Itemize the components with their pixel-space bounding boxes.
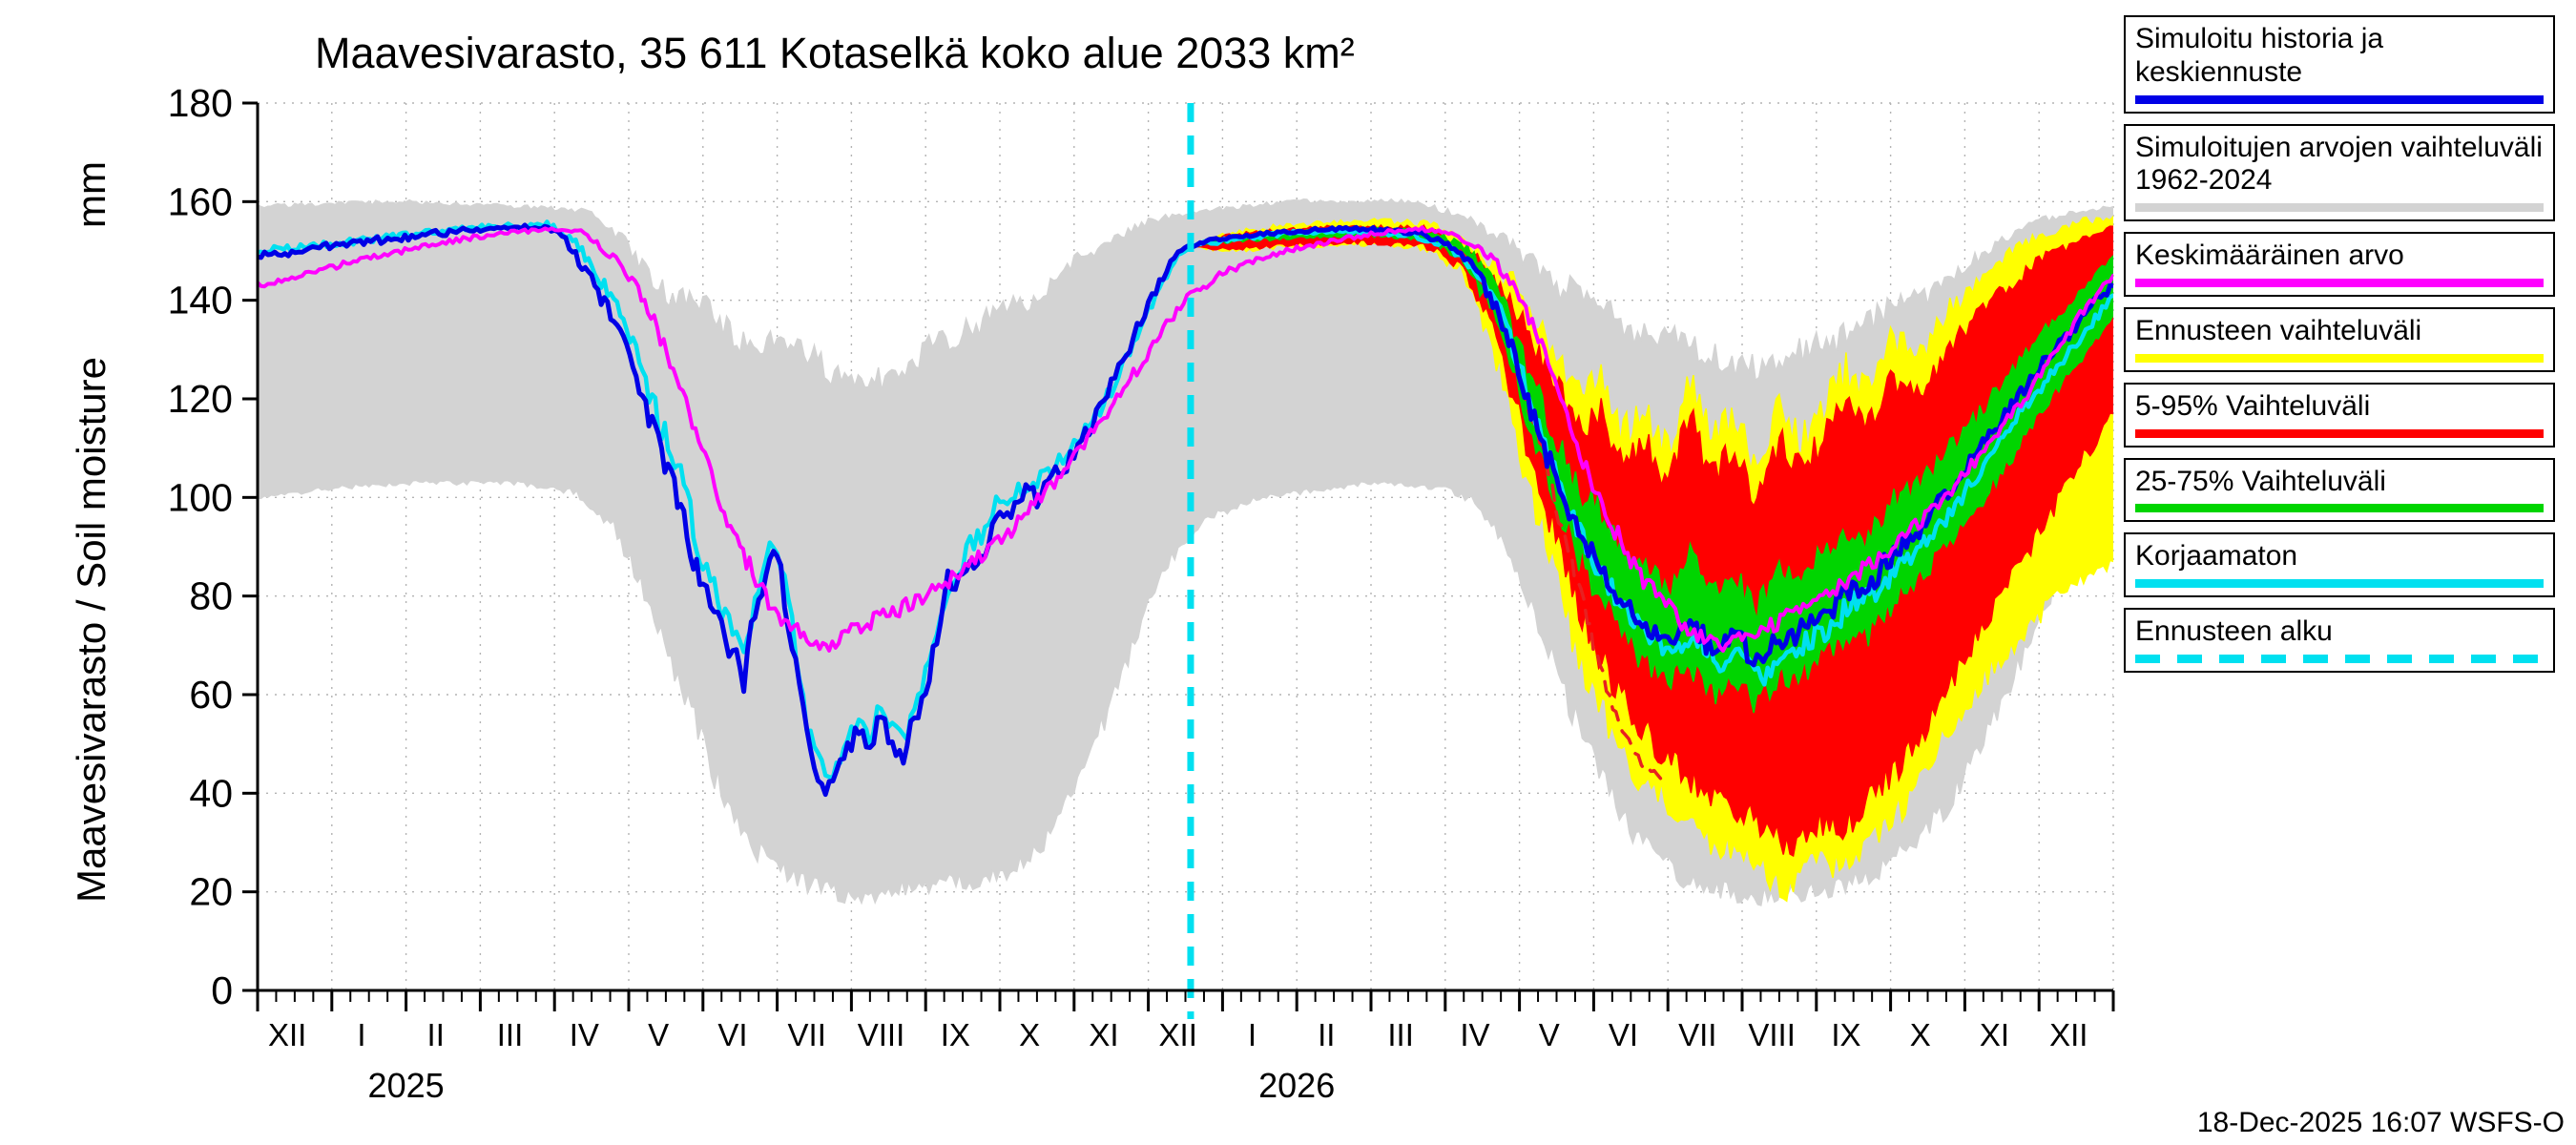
legend-swatch-long-term-average xyxy=(2135,278,2544,287)
month-label: II xyxy=(1318,1017,1335,1052)
month-label: XII xyxy=(1159,1017,1197,1052)
legend-label-long-term-average: Keskimääräinen arvo xyxy=(2135,239,2404,272)
legend-swatch-uncorrected xyxy=(2135,579,2544,589)
month-label: II xyxy=(427,1017,445,1052)
month-label: XI xyxy=(1089,1017,1118,1052)
legend-item-forecast-start: Ennusteen alku xyxy=(2124,608,2555,673)
month-label: IX xyxy=(1831,1017,1860,1052)
y-tick-label: 160 xyxy=(168,179,233,223)
timestamp: 18-Dec-2025 16:07 WSFS-O xyxy=(2196,1107,2565,1138)
month-label: XII xyxy=(2049,1017,2088,1052)
legend-swatch-history-range xyxy=(2135,203,2544,213)
month-label: V xyxy=(648,1017,669,1052)
month-label: XII xyxy=(268,1017,306,1052)
y-tick-label: 180 xyxy=(168,81,233,125)
month-label: VII xyxy=(1678,1017,1716,1052)
month-label: IV xyxy=(570,1017,599,1052)
month-label: I xyxy=(1248,1017,1257,1052)
month-label: XI xyxy=(1980,1017,2009,1052)
legend-item-history-range: Simuloitujen arvojen vaihteluväli 1962-2… xyxy=(2124,123,2555,222)
legend-item-long-term-average: Keskimääräinen arvo xyxy=(2124,232,2555,297)
legend-swatch-forecast-range xyxy=(2135,353,2544,363)
legend-item-range-5-95: 5-95% Vaihteluväli xyxy=(2124,382,2555,448)
legend-label-forecast-range: Ennusteen vaihteluväli xyxy=(2135,314,2422,346)
y-axis-unit: mm xyxy=(69,161,114,228)
year-label: 2025 xyxy=(368,1066,445,1105)
legend-label-history-median: Simuloitu historia ja keskiennuste xyxy=(2135,23,2384,88)
legend-label-range-5-95: 5-95% Vaihteluväli xyxy=(2135,389,2371,422)
month-label: IV xyxy=(1460,1017,1489,1052)
month-labels: XII I II III IV V VI VII VIII IX X XI XII I II III IV V VI… xyxy=(268,1017,2088,1052)
bands xyxy=(258,198,2113,906)
y-axis-label: Maavesivarasto / Soil moisture xyxy=(69,357,114,903)
band-range-25-75 xyxy=(1190,226,2113,714)
y-tick-labels: 0 20 40 60 80 100 120 140 160 180 xyxy=(168,81,233,1012)
line-long-term-average xyxy=(258,225,2113,654)
legend-label-range-25-75: 25-75% Vaihteluväli xyxy=(2135,465,2386,497)
legend-swatch-forecast-start xyxy=(2135,654,2544,663)
y-tick-label: 0 xyxy=(211,968,233,1012)
month-label: VIII xyxy=(1748,1017,1796,1052)
month-label: VI xyxy=(717,1017,747,1052)
legend-label-forecast-start: Ennusteen alku xyxy=(2135,615,2333,648)
legend-swatch-range-5-95 xyxy=(2135,428,2544,438)
legend-item-forecast-range: Ennusteen vaihteluväli xyxy=(2124,306,2555,372)
month-label: VI xyxy=(1609,1017,1638,1052)
month-label: I xyxy=(357,1017,365,1052)
y-tick-label: 140 xyxy=(168,279,233,323)
month-label: IX xyxy=(941,1017,970,1052)
y-tick-label: 80 xyxy=(189,574,233,618)
legend-swatch-range-25-75 xyxy=(2135,504,2544,513)
axes xyxy=(242,101,2115,1011)
series-lines xyxy=(258,219,2113,798)
month-label: VIII xyxy=(858,1017,905,1052)
legend-label-uncorrected: Korjaamaton xyxy=(2135,540,2298,572)
month-label: X xyxy=(1019,1017,1040,1052)
month-label: III xyxy=(497,1017,524,1052)
legend-item-history-median: Simuloitu historia ja keskiennuste xyxy=(2124,15,2555,114)
legend-item-range-25-75: 25-75% Vaihteluväli xyxy=(2124,457,2555,523)
legend-item-uncorrected: Korjaamaton xyxy=(2124,532,2555,598)
month-label: X xyxy=(1910,1017,1931,1052)
month-label: V xyxy=(1539,1017,1560,1052)
legend: Simuloitu historia ja keskiennuste Simulo… xyxy=(2124,15,2555,673)
y-tick-label: 120 xyxy=(168,377,233,421)
page-title: Maavesivarasto, 35 611 Kotaselkä koko al… xyxy=(315,29,1355,77)
y-tick-label: 40 xyxy=(189,771,233,815)
y-tick-label: 60 xyxy=(189,673,233,717)
band-range-5-95 xyxy=(1190,223,2113,858)
y-tick-label: 20 xyxy=(189,870,233,914)
y-tick-label: 100 xyxy=(168,475,233,519)
legend-label-history-range: Simuloitujen arvojen vaihteluväli 1962-2… xyxy=(2135,131,2543,197)
month-label: III xyxy=(1387,1017,1414,1052)
year-label: 2026 xyxy=(1258,1066,1335,1105)
legend-swatch-history-median xyxy=(2135,94,2544,104)
month-label: VII xyxy=(788,1017,826,1052)
line-history-median xyxy=(258,222,2113,798)
